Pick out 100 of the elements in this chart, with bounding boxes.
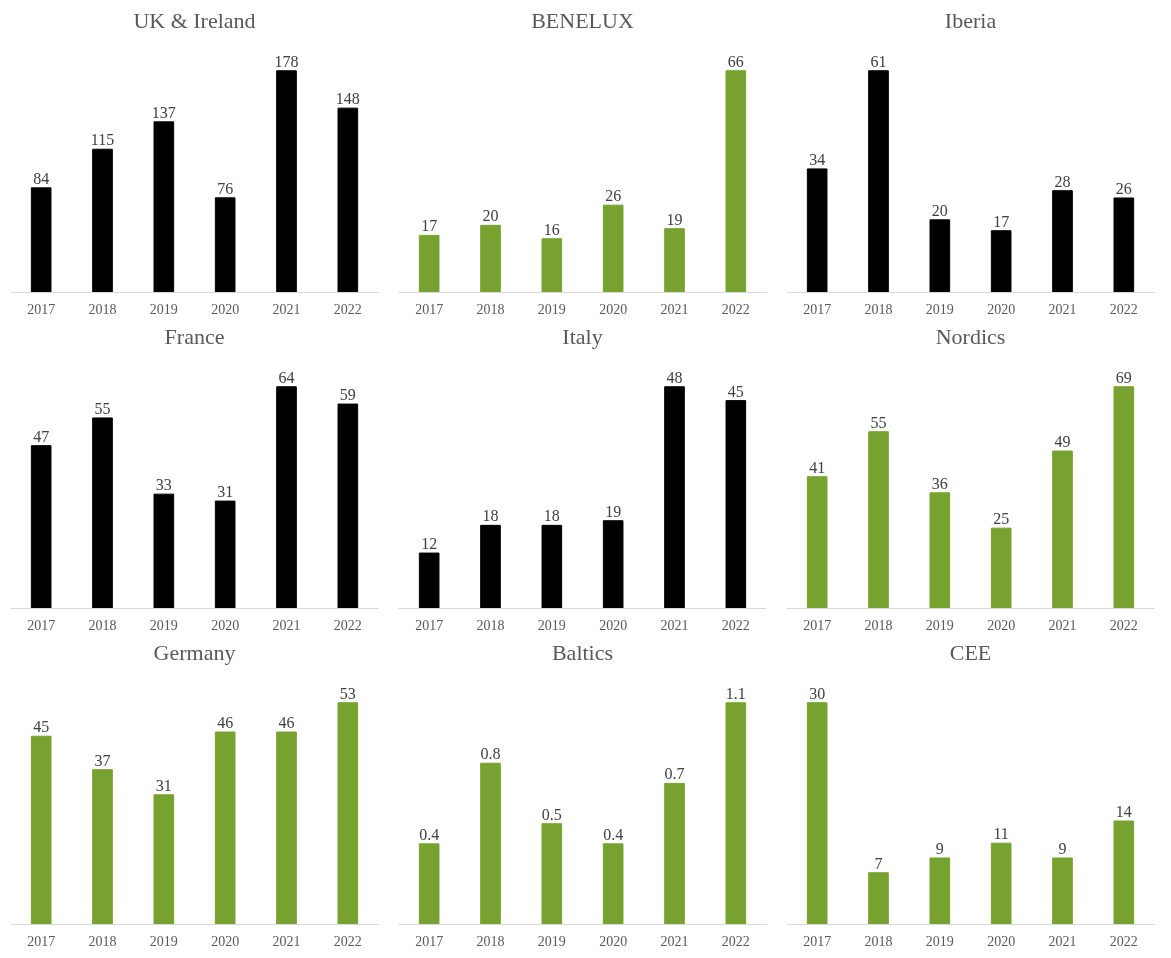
data-label: 47 — [33, 427, 50, 445]
data-label: 18 — [482, 507, 499, 525]
chart-title: BENELUX — [531, 7, 634, 33]
data-label: 49 — [1054, 433, 1071, 451]
data-label: 37 — [94, 751, 111, 769]
x-tick-label: 2022 — [721, 617, 750, 633]
x-tick-label: 2022 — [333, 933, 362, 949]
x-tick-label: 2022 — [721, 301, 750, 317]
x-tick-label: 2021 — [1048, 301, 1077, 317]
data-label: 26 — [1115, 179, 1132, 197]
chart-title: Nordics — [935, 323, 1006, 349]
x-tick-label: 2021 — [1048, 933, 1077, 949]
x-tick-label: 2021 — [660, 301, 689, 317]
x-tick-label: 2018 — [88, 617, 117, 633]
x-tick-label: 2019 — [149, 933, 178, 949]
data-label: 9 — [935, 839, 944, 857]
x-tick-label: 2017 — [803, 617, 832, 633]
data-label: 53 — [339, 684, 356, 702]
data-label: 36 — [931, 474, 948, 492]
data-label: 115 — [90, 131, 115, 149]
chart-title: Iberia — [944, 7, 997, 33]
x-tick-label: 2020 — [599, 617, 628, 633]
data-label: 18 — [543, 507, 560, 525]
data-label: 20 — [482, 207, 499, 225]
data-label: 16 — [543, 220, 560, 238]
x-tick-label: 2020 — [987, 617, 1016, 633]
x-tick-label: 2021 — [272, 617, 301, 633]
data-label: 178 — [274, 52, 299, 70]
data-label: 46 — [217, 714, 234, 732]
data-label: 20 — [931, 201, 948, 219]
x-tick-label: 2020 — [211, 617, 240, 633]
data-label: 0.4 — [603, 825, 624, 843]
x-tick-label: 2018 — [476, 933, 505, 949]
x-tick-label: 2017 — [803, 933, 832, 949]
data-label: 84 — [33, 169, 50, 187]
data-label: 69 — [1115, 368, 1132, 386]
x-tick-label: 2018 — [88, 933, 117, 949]
data-label: 17 — [421, 217, 438, 235]
x-tick-label: 2017 — [803, 301, 832, 317]
chart-title: France — [164, 323, 225, 349]
x-tick-label: 2018 — [88, 301, 117, 317]
x-tick-label: 2022 — [721, 933, 750, 949]
data-label: 33 — [155, 476, 172, 494]
x-tick-label: 2021 — [660, 617, 689, 633]
x-tick-label: 2022 — [1109, 617, 1138, 633]
data-label: 0.5 — [541, 805, 562, 823]
x-tick-label: 2018 — [476, 301, 505, 317]
x-tick-label: 2021 — [1048, 617, 1077, 633]
data-label: 34 — [809, 150, 826, 168]
x-tick-label: 2022 — [1109, 301, 1138, 317]
data-label: 0.8 — [480, 745, 501, 763]
data-label: 0.7 — [664, 765, 685, 783]
data-label: 66 — [727, 52, 744, 70]
x-tick-label: 2020 — [987, 933, 1016, 949]
x-tick-label: 2017 — [415, 301, 444, 317]
data-label: 137 — [151, 103, 176, 121]
data-label: 9 — [1058, 839, 1067, 857]
x-tick-label: 2019 — [149, 617, 178, 633]
data-label: 26 — [605, 187, 622, 205]
x-tick-label: 2019 — [925, 301, 954, 317]
data-label: 64 — [278, 368, 295, 386]
data-label: 19 — [605, 502, 622, 520]
data-label: 45 — [727, 382, 744, 400]
x-tick-label: 2022 — [1109, 933, 1138, 949]
data-label: 59 — [339, 386, 356, 404]
x-tick-label: 2017 — [415, 933, 444, 949]
x-tick-label: 2020 — [211, 933, 240, 949]
data-label: 17 — [993, 212, 1010, 230]
chart-title: CEE — [949, 639, 992, 665]
x-tick-label: 2021 — [660, 933, 689, 949]
x-tick-label: 2020 — [987, 301, 1016, 317]
x-tick-label: 2017 — [27, 617, 56, 633]
x-tick-label: 2020 — [599, 933, 628, 949]
x-tick-label: 2017 — [27, 933, 56, 949]
chart-title: UK & Ireland — [133, 7, 256, 33]
x-tick-label: 2020 — [599, 301, 628, 317]
data-label: 14 — [1115, 803, 1132, 821]
x-tick-label: 2020 — [211, 301, 240, 317]
data-label: 148 — [335, 90, 360, 108]
data-label: 48 — [666, 368, 683, 386]
data-label: 41 — [809, 458, 826, 476]
data-label: 76 — [217, 179, 234, 197]
x-tick-label: 2022 — [333, 301, 362, 317]
x-tick-label: 2017 — [27, 301, 56, 317]
x-tick-label: 2021 — [272, 301, 301, 317]
data-label: 19 — [666, 210, 683, 228]
x-tick-label: 2018 — [864, 301, 893, 317]
data-label: 46 — [278, 714, 295, 732]
data-label: 55 — [870, 413, 887, 431]
data-label: 0.4 — [419, 825, 440, 843]
data-label: 61 — [870, 52, 887, 70]
data-label: 1.1 — [725, 684, 746, 702]
x-tick-label: 2022 — [333, 617, 362, 633]
data-label: 31 — [155, 776, 172, 794]
x-tick-label: 2019 — [537, 301, 566, 317]
data-label: 28 — [1054, 172, 1071, 190]
data-label: 11 — [993, 825, 1009, 843]
x-tick-label: 2019 — [149, 301, 178, 317]
x-tick-label: 2017 — [415, 617, 444, 633]
data-label: 12 — [421, 535, 438, 553]
